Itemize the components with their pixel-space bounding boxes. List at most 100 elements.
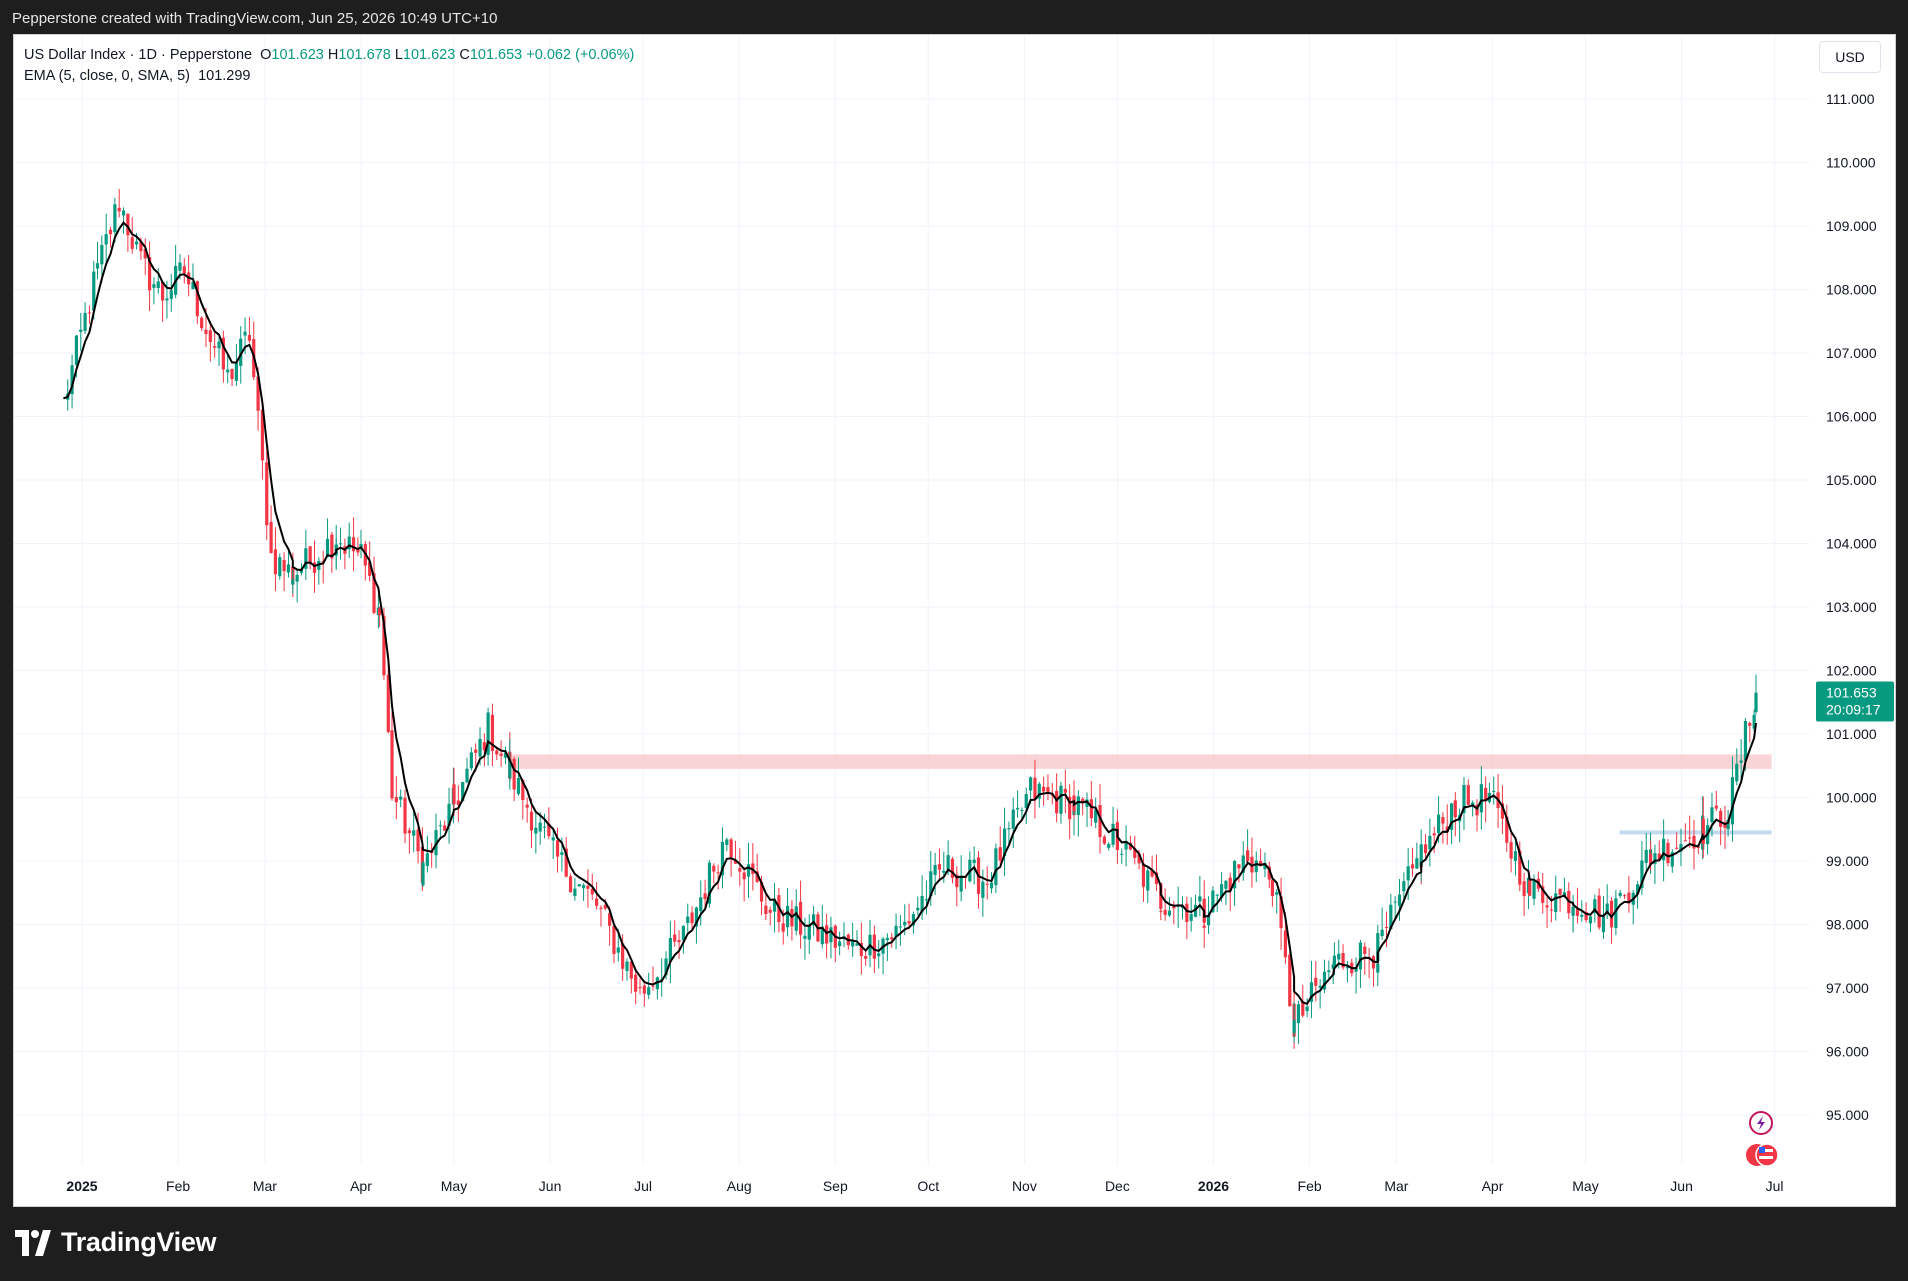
price-chart[interactable]: 95.000 96.000 97.000 98.000 99.000 100.000 101…: [14, 35, 1895, 1206]
candle-body: [959, 875, 963, 892]
candle-body: [113, 204, 117, 233]
y-tick-label: 110.000: [1826, 155, 1876, 171]
candle-body: [1726, 819, 1730, 830]
candle-body: [1571, 907, 1575, 909]
candle-body: [595, 898, 599, 906]
candle-body: [347, 536, 351, 550]
candle-body: [1679, 844, 1683, 852]
candle-body: [165, 298, 169, 301]
y-tick-label: 105.000: [1826, 472, 1877, 488]
x-tick-label: Apr: [1482, 1178, 1504, 1194]
candle-body: [147, 256, 152, 291]
candle-body: [989, 882, 994, 889]
candle-body: [647, 987, 651, 995]
candle-body: [950, 858, 955, 878]
candle-body: [738, 868, 742, 872]
candle-body: [521, 780, 525, 801]
candle-body: [295, 574, 299, 582]
candle-body: [1015, 807, 1020, 810]
currency-button[interactable]: USD: [1819, 41, 1881, 73]
candle-body: [1423, 844, 1428, 854]
indicator-name[interactable]: EMA (5, close, 0, SMA, 5): [24, 68, 190, 84]
candle-body: [547, 823, 551, 837]
y-tick-label: 107.000: [1826, 345, 1877, 361]
low-value: 101.623: [402, 47, 456, 63]
candle-body: [581, 885, 586, 889]
candle-body: [1449, 803, 1454, 830]
candle-body: [368, 561, 372, 576]
candle-body: [195, 281, 199, 317]
tradingview-logo[interactable]: TradingView: [15, 1227, 217, 1258]
ema-line: [63, 221, 1757, 1005]
candle-body: [1172, 906, 1176, 909]
candle-body: [699, 897, 703, 912]
candle-body: [330, 534, 334, 559]
candle-body: [1528, 879, 1532, 896]
candle-body: [1710, 807, 1714, 823]
x-tick-label: May: [441, 1178, 467, 1194]
candle-body: [482, 742, 486, 751]
candle-body: [781, 923, 785, 932]
candle-body: [304, 548, 308, 569]
candle-body: [161, 281, 165, 301]
open-label: O: [260, 47, 272, 63]
x-tick-label: Jul: [634, 1178, 652, 1194]
candle-body: [1024, 794, 1028, 808]
candle-body: [707, 862, 712, 904]
candle-body: [1202, 925, 1206, 928]
candle-body: [1445, 826, 1449, 833]
candle-body: [104, 234, 108, 245]
candle-body: [716, 872, 720, 874]
candle-body: [924, 899, 929, 901]
candle-body: [260, 409, 265, 461]
candle-body: [217, 341, 221, 349]
candle-body: [729, 839, 733, 858]
price-tag-price: 101.653: [1826, 685, 1877, 701]
candle-body: [907, 920, 911, 924]
candle-body: [1089, 799, 1093, 819]
candle-body: [382, 615, 386, 676]
candle-body: [1283, 930, 1288, 958]
lightning-icon: [1749, 1111, 1773, 1135]
candle-body: [933, 864, 937, 875]
candle-body: [820, 926, 824, 945]
candle-body: [972, 859, 976, 864]
candle-body: [1479, 784, 1483, 813]
candle-body: [83, 312, 87, 331]
candle-body: [577, 884, 581, 887]
candle-body: [1719, 810, 1723, 827]
candle-body: [108, 229, 113, 235]
candle-body: [265, 462, 269, 526]
tradingview-logo-icon: [15, 1229, 51, 1256]
candle-body: [1020, 810, 1024, 812]
legend-indicator-row: EMA (5, close, 0, SMA, 5) 101.299: [24, 66, 634, 87]
candle-body: [282, 560, 286, 572]
symbol-title[interactable]: US Dollar Index · 1D · Pepperstone: [24, 47, 253, 63]
candle-body: [456, 800, 460, 805]
candle-body: [338, 543, 343, 545]
candle-body: [838, 941, 842, 947]
x-tick-label: 2026: [1198, 1178, 1229, 1194]
candle-body: [1627, 892, 1631, 904]
candle-body: [1541, 886, 1545, 903]
candle-body: [1701, 818, 1705, 844]
candle-body: [1185, 903, 1189, 922]
candle-body: [1224, 880, 1228, 889]
candle-body: [508, 759, 512, 778]
candle-body: [1154, 872, 1159, 885]
candle-body: [1102, 836, 1106, 844]
candle-body: [755, 871, 759, 882]
candle-body: [495, 750, 499, 755]
candle-body: [1622, 895, 1627, 897]
candle-body: [1063, 788, 1067, 793]
candle-body: [1133, 849, 1137, 858]
candle-body: [1554, 893, 1558, 913]
y-tick-label: 109.000: [1826, 218, 1877, 234]
candle-body: [126, 213, 130, 236]
candle-body: [1675, 847, 1679, 849]
x-tick-label: Jul: [1766, 1178, 1784, 1194]
candle-body: [1397, 894, 1402, 906]
candle-body: [1593, 899, 1597, 913]
candle-body: [872, 934, 876, 959]
candle-body: [525, 804, 529, 808]
